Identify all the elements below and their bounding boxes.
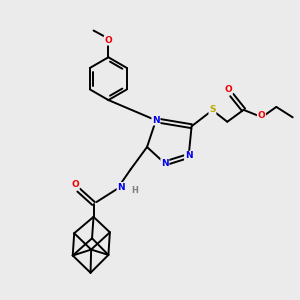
Text: N: N xyxy=(185,152,193,160)
Text: N: N xyxy=(117,183,125,192)
Text: O: O xyxy=(224,85,232,94)
Text: O: O xyxy=(104,36,112,45)
Text: O: O xyxy=(71,180,79,189)
Text: H: H xyxy=(131,186,138,195)
Text: S: S xyxy=(209,105,216,114)
Text: N: N xyxy=(161,159,169,168)
Text: N: N xyxy=(152,116,160,125)
Text: O: O xyxy=(258,111,265,120)
